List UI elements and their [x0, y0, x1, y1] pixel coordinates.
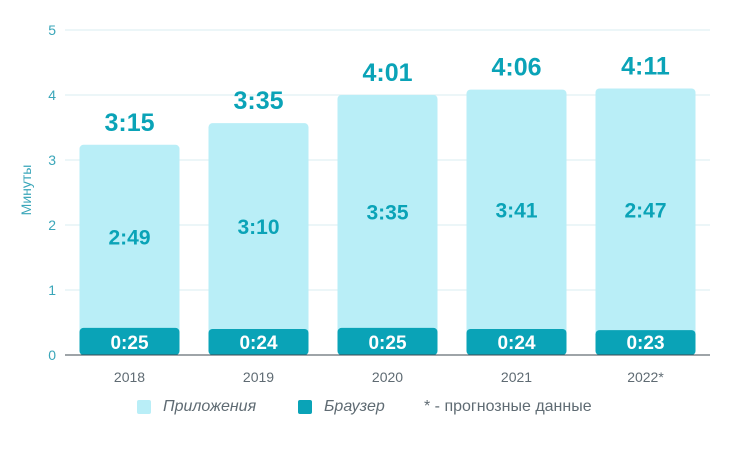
x-tick-label: 2018: [114, 369, 145, 385]
data-label-total: 4:01: [362, 59, 412, 87]
x-axis-ticks: 2018 2019 2020 2021 2022*: [114, 369, 664, 385]
legend-item-browser: Браузер: [298, 398, 385, 416]
data-label-browser: 0:23: [626, 333, 664, 354]
data-label-browser: 0:24: [239, 333, 277, 354]
data-label-total: 3:35: [233, 87, 283, 115]
y-axis-ticks: 0 1 2 3 4 5: [48, 22, 56, 363]
legend-swatch-browser: [298, 400, 312, 414]
legend-footnote: * - прогнозные данные: [424, 398, 592, 416]
data-label-apps: 2:49: [108, 226, 150, 249]
x-tick-label: 2022*: [627, 369, 664, 385]
bar-segment-apps: [208, 123, 309, 356]
data-label-apps: 3:10: [237, 216, 279, 239]
data-label-total: 4:11: [621, 53, 670, 81]
bar-segment-browser: [79, 327, 180, 355]
y-tick-label: 1: [48, 282, 56, 298]
data-label-browser: 0:25: [368, 333, 406, 354]
y-tick-label: 0: [48, 347, 56, 363]
y-axis-label: Минуты: [18, 165, 34, 216]
data-label-browser: 0:24: [497, 333, 535, 354]
footnote-text: * - прогнозные данные: [424, 398, 592, 415]
bar-segment-browser: [208, 329, 309, 355]
data-label-total: 3:15: [104, 109, 154, 137]
data-label-apps: 2:47: [624, 199, 666, 222]
bar-segment-browser: [337, 327, 438, 355]
bar-segment-browser: [466, 329, 567, 355]
x-tick-label: 2021: [501, 369, 532, 385]
legend-label-apps: Приложения: [163, 398, 257, 415]
y-tick-label: 2: [48, 217, 56, 233]
y-tick-label: 5: [48, 22, 56, 38]
data-label-apps: 3:35: [366, 201, 408, 224]
y-tick-label: 3: [48, 152, 56, 168]
data-label-browser: 0:25: [110, 333, 148, 354]
bars: 0:25 2:49 3:15 0:24 3:10 3:35 0:25 3:35 4:01 0:24…: [79, 53, 696, 356]
legend: Приложения Браузер * - прогнозные данные: [0, 398, 750, 422]
x-tick-label: 2019: [243, 369, 274, 385]
y-tick-label: 4: [48, 87, 56, 103]
x-tick-label: 2020: [372, 369, 403, 385]
bar-segment-apps: [595, 88, 696, 355]
bar-segment-apps: [466, 89, 567, 355]
legend-label-browser: Браузер: [324, 398, 385, 415]
data-label-total: 4:06: [491, 54, 541, 82]
data-label-apps: 3:41: [495, 199, 537, 222]
bar-segment-apps: [79, 144, 180, 355]
legend-item-apps: Приложения: [137, 398, 256, 416]
legend-swatch-apps: [137, 400, 151, 414]
bar-segment-apps: [337, 95, 438, 355]
bar-segment-browser: [595, 330, 696, 355]
